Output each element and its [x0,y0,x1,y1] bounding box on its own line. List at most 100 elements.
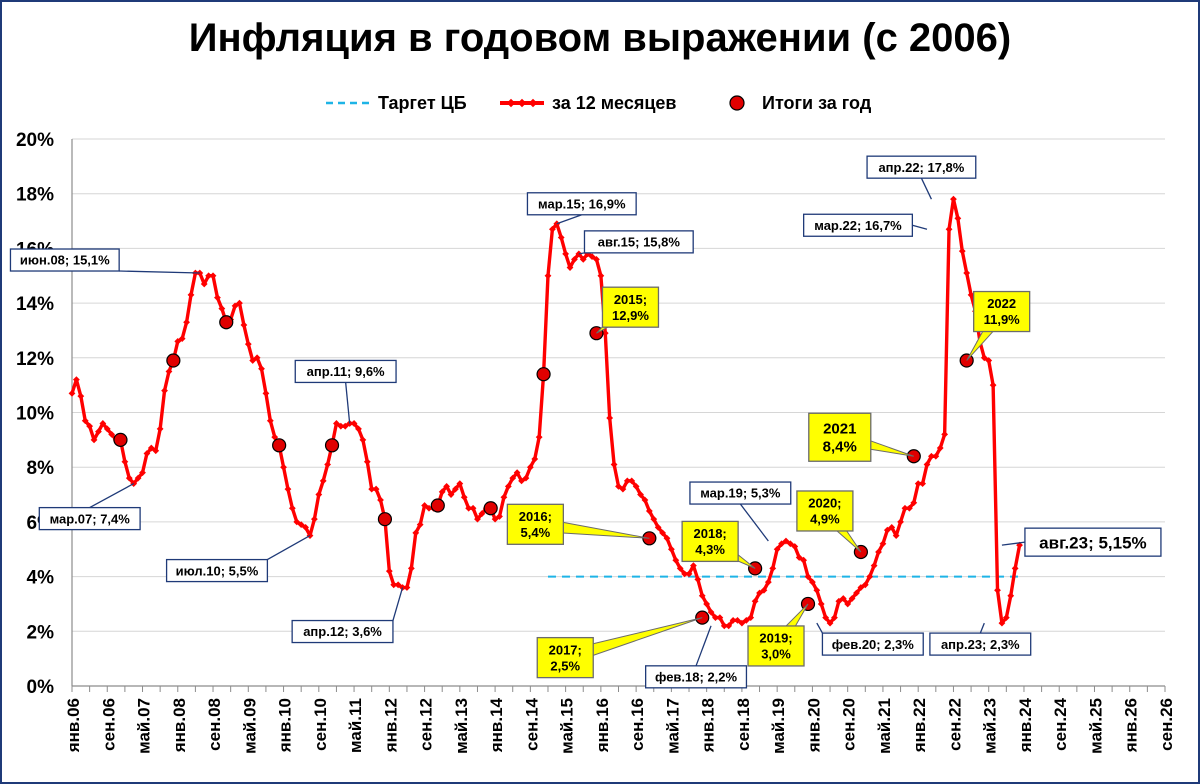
x-tick-label: сен.26 [1157,698,1176,751]
annotation-leader [345,382,351,424]
legend-item-12-months: за 12 месяцев [498,88,677,118]
y-tick-label: 14% [16,294,54,315]
annotation-label: мар.07; 7,4% [50,511,131,526]
annotation-label: 2016; 5,4% [519,509,552,540]
annotation-line: 4,9% [810,512,840,527]
annotation-line: 2020; [808,496,841,511]
annotation-box [973,290,1031,333]
annotation-box [689,481,792,505]
x-tick-label: сен.10 [311,698,330,751]
x-tick-label: май.11 [346,698,365,753]
year-total-marker [272,438,287,453]
annotation-leader [920,177,933,200]
annotation-box [808,412,872,462]
annotation-label: 2018; 4,3% [694,526,727,557]
inflation-point [500,493,508,501]
annotation-line: 5,4% [521,525,551,540]
annotation-line: 2017; [549,642,582,657]
x-tick-label: янв.14 [487,697,506,753]
annotation-box [645,665,748,689]
inflation-point [452,485,459,493]
inflation-point [262,389,270,397]
inflation-point [280,463,287,471]
year-total-marker [324,438,340,453]
inflation-point [368,485,376,493]
inflation-point [491,515,499,523]
annotation-line: 2019; [759,631,792,646]
inflation-point [919,480,926,488]
annotation-line: мар.07; 7,4% [50,511,131,526]
annotation-line: апр.12; 3,6% [303,624,382,639]
annotation-line: 8,4% [823,439,857,456]
annotation-box [165,558,269,583]
inflation-point [214,294,221,302]
inflation-point [438,488,446,496]
annotation-leader [816,622,823,634]
x-tick-label: янв.22 [910,698,929,753]
annotation-leader [119,270,200,274]
inflation-point [333,420,340,427]
inflation-point [86,422,94,430]
inflation-point [99,420,107,427]
legend-swatch-year-totals [729,95,745,111]
annotation-box [929,632,1032,656]
annotation-leader [979,622,985,634]
annotation-leader [267,535,311,561]
annotation-line: 2016; [519,509,552,524]
annotation-label: мар.15; 16,9% [538,196,626,211]
annotation-box [536,636,594,679]
inflation-point [337,422,345,430]
x-tick-label: янв.24 [1016,697,1035,753]
annotation-line: авг.23; 5,15% [1039,533,1147,552]
year-total-marker [113,432,128,447]
annotation-label: апр.23; 2,3% [941,637,1020,652]
inflation-point [958,247,966,255]
legend-label-12-months: за 12 месяцев [552,92,677,113]
inflation-point [923,461,931,468]
annotation-line: июл.10; 5,5% [176,563,259,578]
inflation-point [416,521,424,529]
annotation-leader [89,483,135,509]
year-total-marker [377,512,393,527]
x-tick-label: сен.18 [734,698,753,751]
x-tick-label: янв.16 [593,698,612,753]
legend-label-year-totals: Итоги за год [762,92,872,113]
y-tick-label: 8% [27,458,55,479]
inflation-point [562,250,570,258]
year-total-marker [166,353,181,368]
x-tick-label: янв.10 [276,698,295,753]
year-total-marker [430,498,445,513]
x-tick-label: сен.24 [1051,697,1070,750]
annotation-box [38,506,141,531]
inflation-point [284,485,292,493]
year-total-marker [219,315,234,330]
x-tick-label: май.15 [558,698,577,754]
x-tick-label: май.07 [135,698,154,754]
y-tick-label: 20% [16,130,54,151]
x-tick-label: сен.22 [945,698,964,751]
annotation-line: 11,9% [984,312,1021,327]
inflation-point [319,477,327,485]
inflation-point [522,474,530,482]
x-tick-label: янв.26 [1122,698,1141,753]
inflation-point [950,195,957,203]
annotation-label: фев.18; 2,2% [655,670,738,685]
annotation-label: мар.19; 5,3% [700,486,781,501]
y-tick-label: 18% [16,185,54,206]
inflation-point [341,422,349,430]
annotation-line: 4,3% [695,542,725,557]
inflation-point [359,436,367,444]
annotation-box [583,230,694,254]
y-tick-label: 0% [27,677,55,698]
annotation-label: фев.20; 2,3% [832,637,915,652]
inflation-point [447,491,455,498]
annotation-line: 12,9% [612,308,649,323]
annotation-label: 2015; 12,9% [612,292,649,323]
inflation-point [496,513,503,520]
y-tick-label: 12% [16,349,54,370]
annotation-box [9,248,120,272]
annotation-box [506,503,565,545]
inflation-point [161,387,168,395]
annotation-leader [695,625,712,667]
